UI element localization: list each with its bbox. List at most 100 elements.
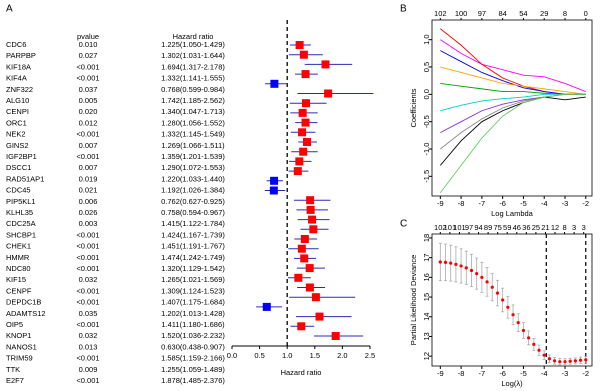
deviance-point <box>443 260 448 264</box>
deviance-point <box>578 358 583 362</box>
deviance-point <box>573 359 577 363</box>
p-value: <0.001 <box>76 242 99 251</box>
y-tick-label: 16 <box>422 273 431 281</box>
hazard-ratio-marker <box>301 70 310 79</box>
p-value: <0.001 <box>76 286 99 295</box>
p-value: 0.020 <box>79 107 98 116</box>
p-value: <0.001 <box>76 253 99 262</box>
top-tick-label: 12 <box>551 223 559 232</box>
x-tick-label: -3 <box>562 369 569 378</box>
gene-name: KIF4A <box>6 74 27 83</box>
x-tick-label: -3 <box>562 199 569 208</box>
y-tick-label: 14 <box>422 313 431 321</box>
p-value: 0.005 <box>79 96 98 105</box>
p-value: 0.012 <box>79 118 98 127</box>
hazard-ratio-text: 1.265(1.021-1.569) <box>161 275 225 284</box>
hazard-ratio-text: 0.630(0.438-0.907) <box>161 342 225 351</box>
column-header: Hazard ratio <box>173 32 214 41</box>
gene-name: SHCBP1 <box>6 230 36 239</box>
hazard-ratio-text: 1.424(1.167-1.739) <box>161 230 225 239</box>
gene-name: CHEK1 <box>6 242 31 251</box>
deviance-point <box>542 353 546 357</box>
hazard-ratio-marker <box>297 244 306 253</box>
top-tick-label: 97 <box>478 9 486 18</box>
x-tick-label: -4 <box>541 369 548 378</box>
top-tick-label: 21 <box>541 223 549 232</box>
hazard-ratio-marker <box>295 41 304 49</box>
gene-name: ORC1 <box>6 118 27 127</box>
gene-name: DEPDC1B <box>6 298 41 307</box>
deviance-point <box>454 262 458 266</box>
hazard-ratio-text: 1.269(1.066-1.511) <box>161 141 225 150</box>
gene-name: ADAMTS12 <box>6 309 46 318</box>
plot-frame <box>431 233 593 367</box>
y-tick-label: 0.0 <box>422 89 431 99</box>
hazard-ratio-text: 1.320(1.129-1.542) <box>161 264 225 273</box>
hazard-ratio-text: 1.451(1.191-1.767) <box>161 242 225 251</box>
hazard-ratio-text: 1.878(1.485-2.376) <box>161 376 225 385</box>
hazard-ratio-marker <box>300 254 309 263</box>
x-axis-label: Hazard ratio <box>281 368 322 377</box>
p-value: 0.021 <box>79 186 98 195</box>
p-value: 0.035 <box>79 309 98 318</box>
column-header: pvalue <box>77 32 99 41</box>
x-tick-label: 0.5 <box>254 351 264 360</box>
gene-name: CENPF <box>6 286 32 295</box>
hazard-ratio-text: 1.309(1.124-1.523) <box>161 286 225 295</box>
hazard-ratio-text: 1.332(1.145-1.549) <box>161 130 225 139</box>
hazard-ratio-marker <box>300 235 309 243</box>
gene-name: IGF2BP1 <box>6 152 37 161</box>
x-tick-label: 2.0 <box>337 351 347 360</box>
deviance-point <box>480 275 484 279</box>
hazard-ratio-text: 1.415(1.122-1.784) <box>161 219 225 228</box>
top-tick-label: 101 <box>444 223 457 232</box>
hazard-ratio-marker <box>301 118 310 127</box>
gene-name: PARPBP <box>6 51 36 60</box>
hazard-ratio-text: 1.585(1.159-2.166) <box>161 354 225 363</box>
p-value: 0.007 <box>79 163 98 172</box>
hazard-ratio-text: 1.694(1.317-2.178) <box>161 62 225 71</box>
top-tick-label: 102 <box>434 223 447 232</box>
p-value: <0.001 <box>76 354 99 363</box>
gene-name: KLHL35 <box>6 208 33 217</box>
x-tick-label: -5 <box>520 199 527 208</box>
y-tick-label: 0.5 <box>422 62 431 72</box>
top-tick-label: 3 <box>582 223 586 232</box>
x-tick-label: -6 <box>499 199 506 208</box>
x-tick-label: 1.0 <box>282 351 292 360</box>
deviance-point <box>516 321 520 325</box>
y-tick-label: -1.5 <box>422 170 431 183</box>
y-axis-label: Coefficients <box>409 88 418 127</box>
x-tick-label: -8 <box>458 199 465 208</box>
x-tick-label: -9 <box>437 199 444 208</box>
top-tick-label: 97 <box>465 223 473 232</box>
top-tick-label: 8 <box>563 9 567 18</box>
hazard-ratio-marker <box>299 147 308 156</box>
hazard-ratio-marker <box>303 138 312 146</box>
hazard-ratio-marker <box>293 167 302 176</box>
hazard-ratio-marker <box>331 332 340 340</box>
top-tick-label: 36 <box>522 223 530 232</box>
hazard-ratio-text: 1.225(1.050-1.429) <box>161 40 225 49</box>
deviance-point <box>449 261 453 265</box>
x-tick-label: 2.5 <box>365 351 375 360</box>
p-value: 0.003 <box>79 219 98 228</box>
gene-name: TRIM59 <box>6 354 33 363</box>
p-value: 0.013 <box>79 342 98 351</box>
x-tick-label: -2 <box>582 369 589 378</box>
hazard-ratio-marker <box>295 157 304 166</box>
gene-name: KIF15 <box>6 275 26 284</box>
p-value: <0.001 <box>76 230 99 239</box>
gene-name: PIP5KL1 <box>6 197 36 206</box>
gene-name: NANOS1 <box>6 342 37 351</box>
hazard-ratio-marker <box>301 99 310 108</box>
p-value: <0.001 <box>76 264 99 273</box>
deviance-point <box>464 266 468 270</box>
deviance-point <box>490 285 494 289</box>
gene-name: RAD51AP1 <box>6 174 44 183</box>
y-axis-label: Partial Likelihood Deviance <box>409 255 418 345</box>
hazard-ratio-text: 1.192(1.026-1.384) <box>161 186 225 195</box>
deviance-point <box>584 358 588 362</box>
hazard-ratio-marker <box>324 89 333 98</box>
hazard-ratio-text: 1.340(1.047-1.713) <box>161 107 225 116</box>
